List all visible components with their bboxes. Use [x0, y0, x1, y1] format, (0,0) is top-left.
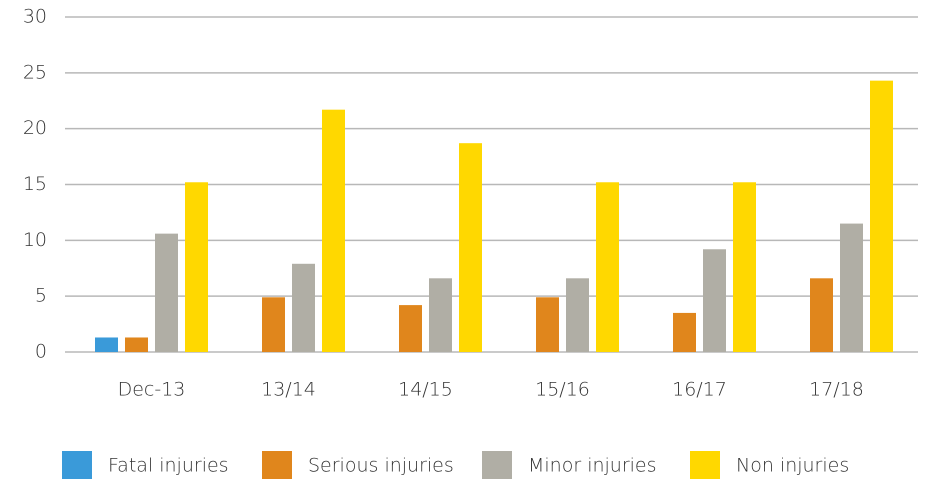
x-tick-label: 15/16: [535, 379, 590, 401]
bar: [155, 233, 178, 352]
legend-label: Non injuries: [736, 455, 849, 477]
legend-label: Minor injuries: [528, 455, 657, 477]
y-tick-label: 15: [23, 173, 47, 195]
y-tick-label: 0: [35, 341, 47, 363]
bar: [703, 249, 726, 352]
bar: [673, 312, 696, 352]
bar: [566, 278, 589, 352]
legend-swatch: [690, 451, 720, 479]
legend-label: Serious injuries: [308, 455, 454, 477]
x-tick-label: 17/18: [809, 379, 864, 401]
bar: [125, 337, 148, 352]
bar: [292, 263, 315, 352]
bar: [870, 80, 893, 353]
x-tick-label: 13/14: [261, 379, 316, 401]
legend-swatch: [482, 451, 512, 479]
bar: [840, 223, 863, 352]
y-tick-label: 25: [23, 61, 47, 83]
y-tick-label: 10: [23, 229, 47, 251]
bar: [262, 297, 285, 352]
bar: [429, 278, 452, 352]
y-tick-label: 5: [35, 285, 47, 307]
legend-label: Fatal injuries: [108, 455, 229, 477]
bar: [810, 278, 833, 352]
y-tick-label: 30: [23, 6, 47, 28]
bar: [733, 182, 756, 352]
bar: [459, 143, 482, 352]
bar: [185, 182, 208, 352]
bar: [399, 305, 422, 352]
bar: [322, 109, 345, 352]
bar: [95, 337, 118, 352]
y-tick-label: 20: [23, 117, 47, 139]
x-tick-label: Dec-13: [118, 379, 186, 401]
bar: [536, 297, 559, 352]
legend-swatch: [62, 451, 92, 479]
x-tick-label: 14/15: [398, 379, 453, 401]
bar: [596, 182, 619, 352]
x-tick-label: 16/17: [672, 379, 727, 401]
legend-swatch: [262, 451, 292, 479]
